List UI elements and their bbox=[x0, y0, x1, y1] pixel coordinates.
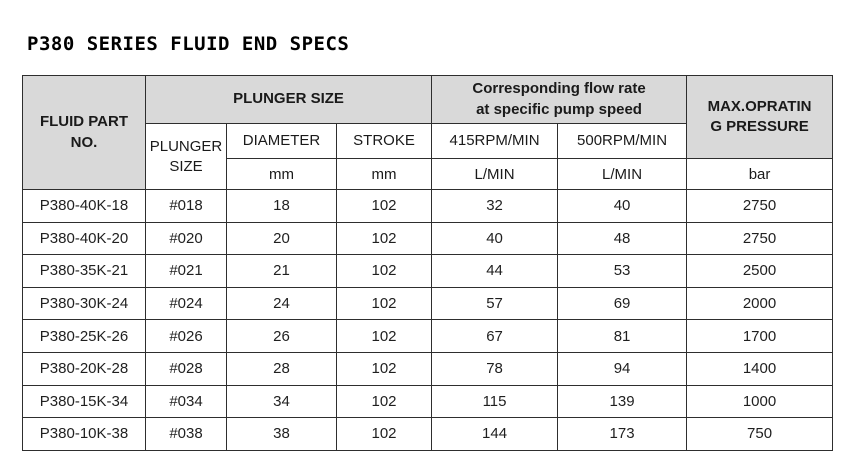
unit-header-flow415-lmin: L/MIN bbox=[431, 158, 559, 190]
cell-flow-415rpm: 57 bbox=[431, 286, 559, 321]
cell-diameter: 34 bbox=[226, 384, 337, 419]
cell-plunger-size: #026 bbox=[145, 319, 227, 353]
col-group-header-plunger-size: PLUNGER SIZE bbox=[144, 75, 433, 124]
specs-table-header: FLUID PART NO. PLUNGER SIZE Correspondin… bbox=[22, 75, 834, 190]
cell-flow-500rpm: 139 bbox=[557, 384, 688, 419]
cell-stroke: 102 bbox=[335, 417, 433, 451]
col-header-diameter: DIAMETER bbox=[226, 123, 337, 159]
cell-stroke: 102 bbox=[335, 189, 433, 223]
unit-header-stroke-mm: mm bbox=[335, 158, 433, 190]
col-header-plunger-size: PLUNGER SIZE bbox=[145, 123, 227, 190]
specs-table-body: P380-40K-18 #018 18 102 32 40 2750 P380-… bbox=[22, 189, 834, 451]
cell-diameter: 26 bbox=[226, 319, 337, 353]
table-row: P380-30K-24 #024 24 102 57 69 2000 bbox=[22, 286, 834, 321]
cell-max-pressure: 2750 bbox=[686, 221, 834, 256]
cell-diameter: 28 bbox=[226, 351, 337, 386]
col-header-max-operating-pressure: MAX.OPRATIN G PRESSURE bbox=[686, 75, 834, 159]
cell-flow-415rpm: 67 bbox=[431, 319, 559, 353]
cell-diameter: 38 bbox=[226, 417, 337, 451]
cell-plunger-size: #038 bbox=[145, 417, 227, 451]
cell-flow-500rpm: 69 bbox=[557, 286, 688, 321]
cell-stroke: 102 bbox=[335, 254, 433, 288]
cell-stroke: 102 bbox=[335, 286, 433, 321]
table-row: P380-35K-21 #021 21 102 44 53 2500 bbox=[22, 254, 834, 288]
col-header-500rpm: 500RPM/MIN bbox=[557, 123, 688, 159]
cell-flow-415rpm: 78 bbox=[431, 351, 559, 386]
unit-header-pressure-bar: bar bbox=[686, 158, 834, 190]
cell-plunger-size: #024 bbox=[145, 286, 227, 321]
cell-max-pressure: 750 bbox=[686, 417, 834, 451]
cell-flow-415rpm: 32 bbox=[431, 189, 559, 223]
table-row: P380-25K-26 #026 26 102 67 81 1700 bbox=[22, 319, 834, 353]
cell-fluid-part-no: P380-40K-18 bbox=[22, 189, 146, 223]
cell-plunger-size: #034 bbox=[145, 384, 227, 419]
cell-flow-500rpm: 40 bbox=[557, 189, 688, 223]
cell-fluid-part-no: P380-15K-34 bbox=[22, 384, 146, 419]
unit-header-diameter-mm: mm bbox=[226, 158, 337, 190]
cell-diameter: 21 bbox=[226, 254, 337, 288]
cell-stroke: 102 bbox=[335, 221, 433, 256]
cell-diameter: 24 bbox=[226, 286, 337, 321]
cell-plunger-size: #021 bbox=[145, 254, 227, 288]
cell-flow-500rpm: 173 bbox=[557, 417, 688, 451]
table-row: P380-20K-28 #028 28 102 78 94 1400 bbox=[22, 351, 834, 386]
cell-flow-500rpm: 94 bbox=[557, 351, 688, 386]
cell-max-pressure: 1700 bbox=[686, 319, 834, 353]
cell-flow-500rpm: 48 bbox=[557, 221, 688, 256]
cell-fluid-part-no: P380-40K-20 bbox=[22, 221, 146, 256]
cell-flow-415rpm: 115 bbox=[431, 384, 559, 419]
cell-max-pressure: 1400 bbox=[686, 351, 834, 386]
specs-table: FLUID PART NO. PLUNGER SIZE Correspondin… bbox=[22, 75, 834, 451]
cell-stroke: 102 bbox=[335, 319, 433, 353]
cell-diameter: 18 bbox=[226, 189, 337, 223]
cell-flow-415rpm: 44 bbox=[431, 254, 559, 288]
cell-stroke: 102 bbox=[335, 384, 433, 419]
cell-diameter: 20 bbox=[226, 221, 337, 256]
cell-max-pressure: 2750 bbox=[686, 189, 834, 223]
cell-fluid-part-no: P380-20K-28 bbox=[22, 351, 146, 386]
table-row: P380-40K-18 #018 18 102 32 40 2750 bbox=[22, 189, 834, 223]
col-header-fluid-part-no: FLUID PART NO. bbox=[22, 75, 146, 190]
col-header-415rpm: 415RPM/MIN bbox=[431, 123, 559, 159]
unit-header-flow500-lmin: L/MIN bbox=[557, 158, 688, 190]
cell-flow-500rpm: 53 bbox=[557, 254, 688, 288]
cell-plunger-size: #018 bbox=[145, 189, 227, 223]
cell-stroke: 102 bbox=[335, 351, 433, 386]
cell-fluid-part-no: P380-10K-38 bbox=[22, 417, 146, 451]
cell-flow-415rpm: 40 bbox=[431, 221, 559, 256]
cell-fluid-part-no: P380-35K-21 bbox=[22, 254, 146, 288]
table-row: P380-15K-34 #034 34 102 115 139 1000 bbox=[22, 384, 834, 419]
page-title: P380 SERIES FLUID END SPECS bbox=[27, 33, 350, 55]
table-row: P380-10K-38 #038 38 102 144 173 750 bbox=[22, 417, 834, 451]
cell-plunger-size: #020 bbox=[145, 221, 227, 256]
cell-flow-415rpm: 144 bbox=[431, 417, 559, 451]
cell-plunger-size: #028 bbox=[145, 351, 227, 386]
cell-fluid-part-no: P380-25K-26 bbox=[22, 319, 146, 353]
table-row: P380-40K-20 #020 20 102 40 48 2750 bbox=[22, 221, 834, 256]
col-header-stroke: STROKE bbox=[335, 123, 433, 159]
cell-fluid-part-no: P380-30K-24 bbox=[22, 286, 146, 321]
col-group-header-flow-rate: Corresponding flow rate at specific pump… bbox=[431, 75, 688, 124]
cell-max-pressure: 2000 bbox=[686, 286, 834, 321]
cell-max-pressure: 1000 bbox=[686, 384, 834, 419]
cell-max-pressure: 2500 bbox=[686, 254, 834, 288]
cell-flow-500rpm: 81 bbox=[557, 319, 688, 353]
